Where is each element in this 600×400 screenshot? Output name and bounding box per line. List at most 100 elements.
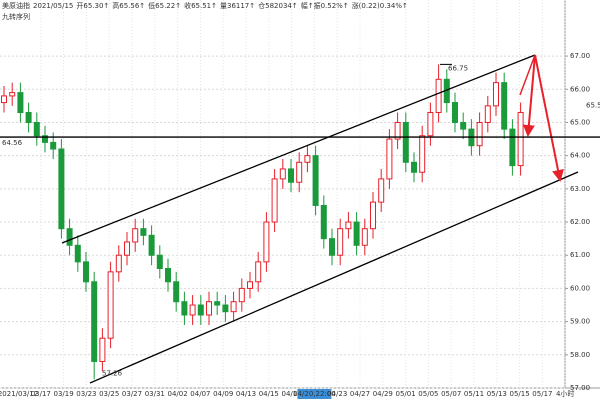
x-tick-label: 03/17 xyxy=(31,390,51,398)
y-tick-label: 61.00 xyxy=(570,251,590,259)
x-tick-label: 04/23 xyxy=(327,390,347,398)
x-tick-label: 05/17 xyxy=(532,390,552,398)
candle-body xyxy=(361,228,368,246)
x-tick-label: 4小时 xyxy=(556,389,574,398)
candle-body xyxy=(181,301,188,316)
x-tick-label: 03/19 xyxy=(54,390,74,398)
candle-body xyxy=(99,337,106,362)
candle-body xyxy=(501,82,508,130)
lower-channel xyxy=(89,171,579,384)
candle-body xyxy=(83,261,89,283)
x-tick-label: 05/15 xyxy=(510,390,530,398)
last-price: 65.51 xyxy=(586,102,600,110)
candle-body xyxy=(214,301,221,306)
x-tick-label: 03/23 xyxy=(76,390,96,398)
candle-body xyxy=(189,304,196,316)
candle-body xyxy=(222,304,229,313)
x-tick-label: 04/27 xyxy=(350,390,370,398)
candle-body xyxy=(476,121,483,147)
candle-body xyxy=(66,228,73,246)
y-tick-label: 65.00 xyxy=(570,118,590,126)
candle-body xyxy=(312,155,319,206)
candle-body xyxy=(148,234,155,256)
header-item: 收65.51↑ xyxy=(184,1,217,10)
candle-body xyxy=(419,135,426,173)
x-tick-label: 03/25 xyxy=(99,390,119,398)
candle-body xyxy=(386,138,393,180)
forecast-arrow xyxy=(522,54,536,137)
x-tick-label: 04/20,22:00 xyxy=(293,390,336,398)
candle-body xyxy=(427,112,434,137)
x-tick-label: 2021/03/12 xyxy=(0,390,38,398)
candle-body xyxy=(402,121,409,163)
candle-body xyxy=(271,178,278,223)
candle-body xyxy=(42,135,48,143)
upper-channel xyxy=(61,54,536,244)
header-item: 高65.56↑ xyxy=(112,1,145,10)
header: 美原油指 2021/05/15 开65.30↑ 高65.56↑ 低65.22↑ 收65.5… xyxy=(2,1,408,10)
y-tick-label: 60.00 xyxy=(570,284,590,292)
forecast-line xyxy=(519,54,536,96)
x-tick-label: 04/07 xyxy=(190,390,210,398)
low-label: 57.26 xyxy=(102,369,123,377)
candle-body xyxy=(74,244,81,263)
marks xyxy=(0,0,566,389)
candle-body xyxy=(320,204,327,240)
candle-body xyxy=(132,228,139,243)
candle-body xyxy=(329,238,335,256)
x-tick-label: 05/01 xyxy=(396,390,416,398)
y-tick-label: 58.00 xyxy=(570,351,590,359)
cursor-label-bg xyxy=(297,389,332,399)
candle-body xyxy=(255,261,262,283)
candle-body xyxy=(263,221,270,263)
y-tick-label: 57.00 xyxy=(570,384,590,392)
y-tick-label: 64.00 xyxy=(570,152,590,160)
candle-body xyxy=(337,228,344,256)
candle-body xyxy=(33,121,40,137)
x-tick-label: 04/02 xyxy=(168,390,188,398)
candle-body xyxy=(9,92,16,97)
x-tick-label: 04/17 xyxy=(282,390,302,398)
candle-body xyxy=(370,201,376,230)
forecast-arrow xyxy=(534,54,564,182)
candle-body xyxy=(460,121,467,130)
candle-body xyxy=(247,281,253,289)
header-item: 涨(0.22)0.34%↑ xyxy=(352,1,408,10)
candle-body xyxy=(173,281,180,303)
candle-body xyxy=(493,82,499,107)
x-tick-label: 05/05 xyxy=(418,390,438,398)
candle-body xyxy=(411,161,417,173)
candle-body xyxy=(296,161,303,183)
candle-body xyxy=(1,95,7,104)
candle-body xyxy=(165,268,171,283)
candle-body xyxy=(517,112,524,167)
x-tick-label: 04/15 xyxy=(259,390,279,398)
candle-body xyxy=(115,254,122,273)
y-tick-label: 67.00 xyxy=(570,52,590,60)
candle-body xyxy=(452,102,458,123)
candle-body xyxy=(107,271,114,339)
candle-body xyxy=(206,301,212,316)
header-item: 量36117↑ xyxy=(220,2,255,10)
x-tick-label: 04/29 xyxy=(373,390,393,398)
x-tick-label: 03/27 xyxy=(122,390,142,398)
x-tick-label: 04/09 xyxy=(213,390,233,398)
candle-body xyxy=(58,148,65,230)
x-tick-label: 04/13 xyxy=(236,390,256,398)
header-item: 开65.30↑ xyxy=(76,2,109,10)
candle-body xyxy=(353,221,360,246)
header-item: 美原油指 xyxy=(2,1,30,10)
candle-body xyxy=(509,128,516,167)
candle-body xyxy=(345,221,352,230)
candle-body xyxy=(238,287,245,303)
header-item: 仓582034↑ xyxy=(258,1,298,10)
indicator-name: 九转序列 xyxy=(2,12,30,21)
candle-body xyxy=(378,178,385,203)
level-label: 64.56 xyxy=(2,139,23,147)
candle-body xyxy=(156,254,163,270)
candle-body xyxy=(435,78,442,114)
x-tick-label: 03/31 xyxy=(145,390,165,398)
y-tick-label: 66.00 xyxy=(570,85,590,93)
